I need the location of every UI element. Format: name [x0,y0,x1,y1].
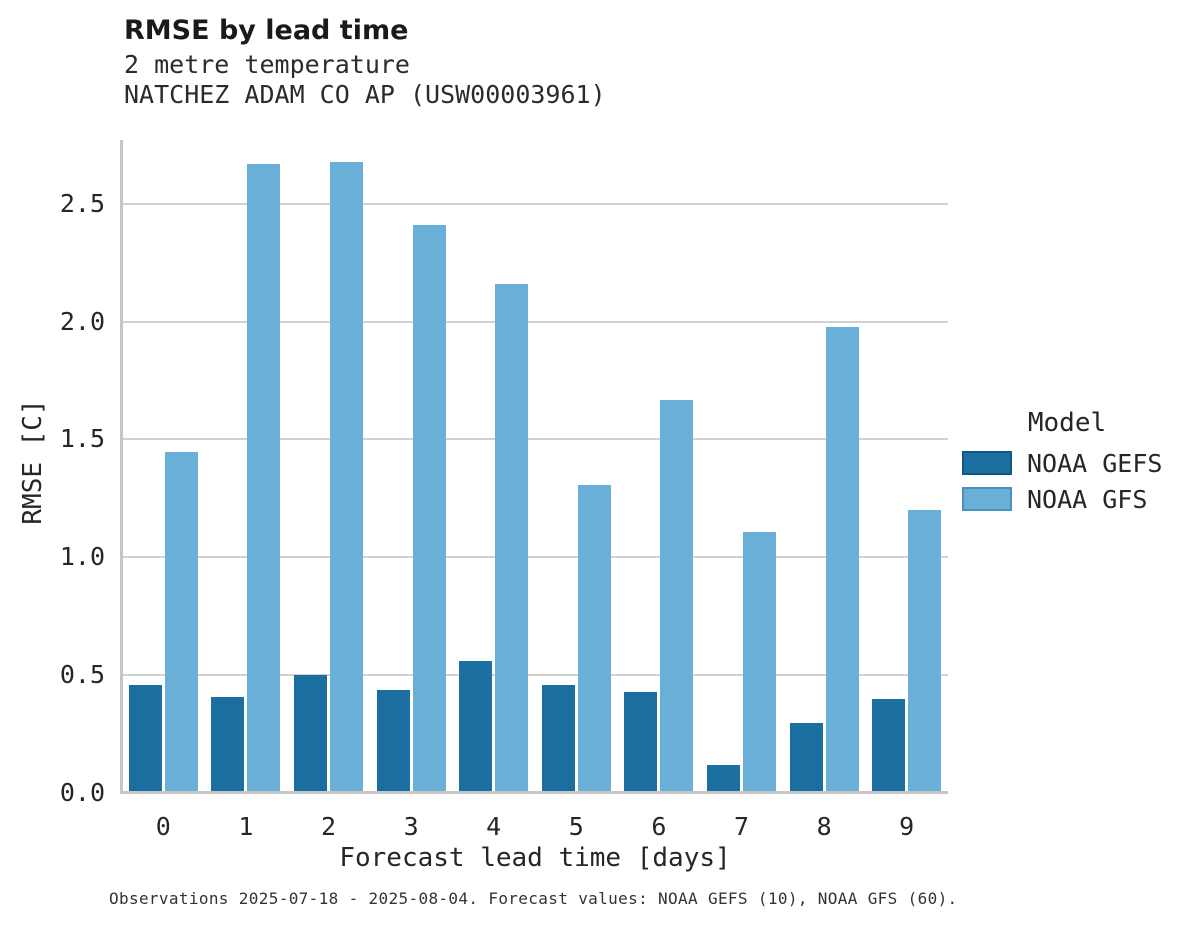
y-tick-label: 2.0 [59,306,105,336]
chart-subtitle-variable: 2 metre temperature [124,50,410,79]
bar-noaa-gefs [128,684,162,791]
bar-noaa-gefs [294,675,327,791]
y-axis-spine [120,140,123,793]
y-tick-label: 0.5 [59,660,105,690]
bar-noaa-gefs [459,661,493,791]
legend: Model NOAA GEFS NOAA GFS [962,408,1172,514]
x-tick-label: 4 [486,812,502,841]
bar-noaa-gfs [660,399,694,791]
figure-caption: Observations 2025-07-18 - 2025-08-04. Fo… [109,889,958,908]
bar-noaa-gfs [164,451,198,791]
legend-label-gefs: NOAA GEFS [1027,448,1163,478]
bar-noaa-gefs [872,699,906,791]
x-tick-label: 2 [320,812,337,841]
bar-noaa-gfs [495,284,529,791]
chart-subtitle-station: NATCHEZ ADAM CO AP (USW00003961) [124,80,606,109]
bar-noaa-gefs [707,765,740,791]
x-tick-label: 6 [651,812,667,841]
x-tick-label: 1 [238,812,254,841]
y-tick-label: 1.5 [59,424,105,454]
bar-noaa-gefs [789,722,823,791]
y-gridline [122,556,948,559]
legend-swatch-gfs [962,487,1012,511]
x-tick-label: 9 [899,812,915,841]
y-tick-label: 1.0 [59,542,105,572]
y-tick-label: 0.0 [59,778,105,807]
legend-entry-gfs: NOAA GFS [962,484,1172,514]
legend-label-gfs: NOAA GFS [1027,484,1148,514]
bar-noaa-gefs [541,684,575,791]
bar-noaa-gfs [743,531,776,791]
chart-title: RMSE by lead time [124,15,409,46]
bar-noaa-gfs [330,161,363,791]
x-tick-label: 3 [403,812,419,841]
legend-entry-gefs: NOAA GEFS [962,448,1172,478]
bar-noaa-gefs [624,691,658,791]
bar-noaa-gfs [577,484,611,791]
y-gridline [122,674,948,677]
x-tick-label: 7 [733,812,750,841]
y-gridline [122,202,948,205]
y-gridline [122,438,948,441]
legend-title: Model [1027,408,1107,438]
x-axis-label: Forecast lead time [days] [339,843,731,873]
bar-noaa-gefs [211,696,245,791]
x-tick-label: 0 [155,812,171,841]
bar-noaa-gefs [376,689,410,791]
y-tick-label: 2.5 [59,188,105,218]
legend-swatch-gefs [962,451,1012,475]
bar-noaa-gfs [908,510,942,791]
bar-noaa-gfs [247,163,281,791]
x-axis-spine [120,791,948,794]
bar-noaa-gfs [825,326,859,791]
x-tick-label: 8 [816,812,832,841]
bar-noaa-gfs [412,225,446,791]
x-tick-label: 5 [568,812,584,841]
y-gridline [122,320,948,323]
